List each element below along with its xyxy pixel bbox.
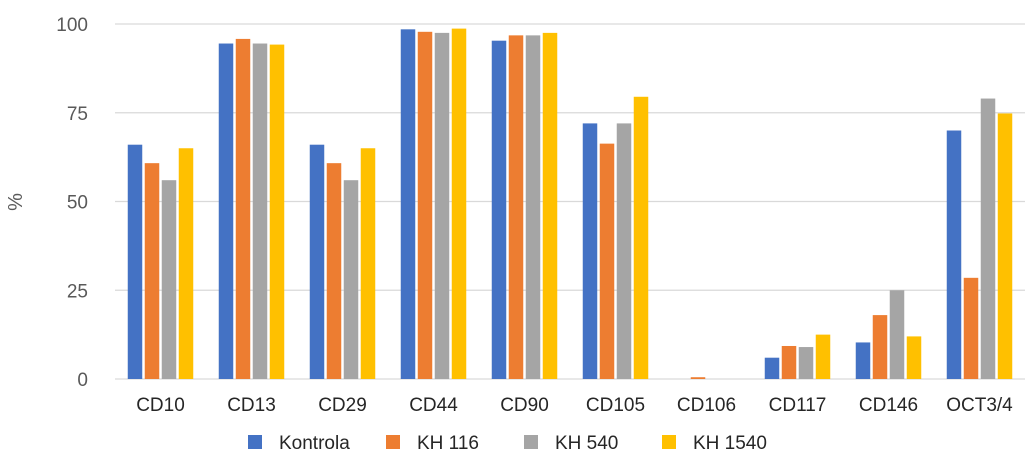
bar bbox=[963, 277, 979, 379]
y-tick-label: 0 bbox=[77, 370, 88, 391]
y-tick-label: 100 bbox=[56, 15, 88, 36]
category-label: CD105 bbox=[586, 395, 645, 416]
bar bbox=[946, 130, 962, 379]
legend-swatch bbox=[662, 435, 676, 449]
bar bbox=[781, 345, 797, 379]
bar bbox=[815, 334, 831, 379]
category-label: CD10 bbox=[136, 395, 185, 416]
y-axis-title: % bbox=[5, 193, 27, 211]
legend-swatch bbox=[386, 435, 400, 449]
y-tick-label: 50 bbox=[67, 193, 88, 214]
bars bbox=[127, 28, 1013, 380]
bar bbox=[889, 290, 905, 379]
category-label: CD29 bbox=[318, 395, 367, 416]
bar bbox=[491, 40, 507, 380]
bar bbox=[855, 342, 871, 379]
bar bbox=[599, 143, 615, 379]
category-label: OCT3/4 bbox=[946, 395, 1013, 416]
legend-label: KH 1540 bbox=[693, 433, 767, 454]
y-axis-ticks: 0 25 50 75 100 bbox=[56, 15, 88, 391]
legend-label: Kontrola bbox=[279, 433, 350, 454]
bar bbox=[872, 315, 888, 379]
category-label: CD90 bbox=[500, 395, 549, 416]
bar bbox=[127, 144, 143, 379]
bar bbox=[582, 123, 598, 380]
legend-label: KH 116 bbox=[417, 433, 479, 454]
legend-swatch bbox=[524, 435, 538, 449]
bar bbox=[309, 144, 325, 379]
bar bbox=[451, 28, 467, 380]
legend: Kontrola KH 116 KH 540 KH 1540 bbox=[248, 433, 767, 454]
bar bbox=[360, 148, 376, 379]
bar bbox=[690, 377, 706, 379]
bar bbox=[542, 32, 558, 379]
bar bbox=[417, 31, 433, 380]
bar bbox=[525, 35, 541, 380]
gridlines bbox=[115, 23, 1025, 380]
bar bbox=[343, 180, 359, 379]
bar bbox=[269, 44, 285, 380]
category-label: CD13 bbox=[227, 395, 276, 416]
bar bbox=[178, 148, 194, 379]
bar bbox=[235, 38, 251, 379]
bar bbox=[144, 163, 160, 379]
category-label: CD106 bbox=[677, 395, 736, 416]
y-tick-label: 75 bbox=[67, 104, 88, 125]
bar bbox=[326, 163, 342, 379]
bar bbox=[218, 43, 234, 380]
legend-label: KH 540 bbox=[555, 433, 618, 454]
bar bbox=[508, 35, 524, 380]
y-tick-label: 25 bbox=[67, 281, 88, 302]
legend-swatch bbox=[248, 435, 262, 449]
bar bbox=[252, 43, 268, 380]
category-label: CD117 bbox=[769, 395, 827, 416]
bar bbox=[980, 98, 996, 380]
category-label: CD44 bbox=[409, 395, 458, 416]
bar bbox=[633, 96, 649, 380]
x-axis-categories: CD10 CD13 CD29 CD44 CD90 CD105 CD106 CD117 CD146… bbox=[136, 395, 1013, 416]
bar bbox=[616, 123, 632, 380]
category-label: CD146 bbox=[859, 395, 918, 416]
bar bbox=[906, 336, 922, 379]
bar bbox=[798, 347, 814, 379]
bar bbox=[997, 113, 1013, 380]
bar bbox=[764, 357, 780, 379]
bar bbox=[434, 32, 450, 379]
bar bbox=[400, 29, 416, 379]
bar bbox=[161, 180, 177, 379]
